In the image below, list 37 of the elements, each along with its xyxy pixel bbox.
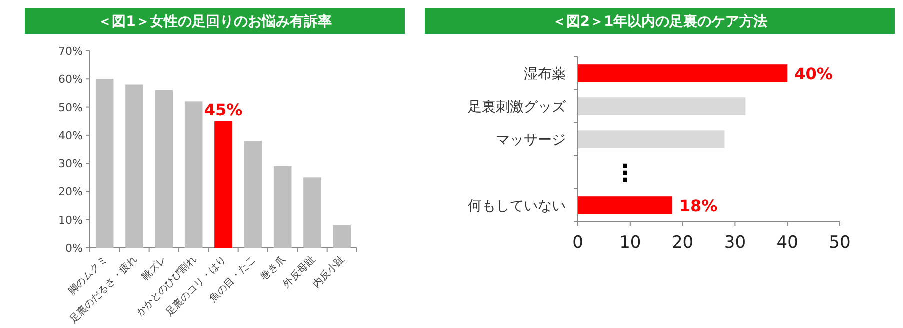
x-tick-label: 0 <box>572 233 584 253</box>
bar <box>184 102 203 248</box>
y-tick-label: 60% <box>58 73 83 86</box>
data-label: 45% <box>204 100 243 120</box>
y-tick-label: 10% <box>58 214 83 227</box>
bar <box>214 121 232 248</box>
x-tick-label: 20 <box>672 233 694 253</box>
y-tick-label: 20% <box>58 186 83 199</box>
bar <box>578 64 788 82</box>
y-tick-label: 40% <box>58 129 83 142</box>
bar <box>126 84 144 248</box>
x-tick-label: 30 <box>724 233 746 253</box>
chart-title: ＜図1＞女性の足回りのお悩み有訴率 <box>98 13 332 30</box>
annotation: ⋮ <box>613 160 638 188</box>
data-label: 40% <box>794 64 833 84</box>
y-tick-label: 0% <box>66 242 83 255</box>
bar <box>578 130 725 148</box>
x-tick-label: 10 <box>620 233 642 253</box>
bar <box>578 196 672 214</box>
bar <box>274 166 292 248</box>
y-tick-label: マッサージ <box>496 132 566 148</box>
y-tick-label: 何もしていない <box>468 198 566 214</box>
bar <box>333 225 352 248</box>
data-label: 18% <box>679 196 718 216</box>
x-tick-label: 40 <box>776 233 798 253</box>
x-tick-label: 50 <box>829 233 851 253</box>
y-tick-label: 70% <box>58 45 83 58</box>
y-tick-label: 30% <box>58 158 83 171</box>
chart-title: ＜図2＞1年以内の足裏のケア方法 <box>552 13 768 30</box>
y-tick-label: 湿布薬 <box>524 66 566 82</box>
y-tick-label: 50% <box>58 101 83 114</box>
bar <box>155 90 174 248</box>
bar <box>96 79 114 248</box>
bar <box>304 178 322 248</box>
bar <box>244 141 262 248</box>
bar <box>578 98 746 116</box>
y-tick-label: 足裏刺激グッズ <box>468 100 567 116</box>
